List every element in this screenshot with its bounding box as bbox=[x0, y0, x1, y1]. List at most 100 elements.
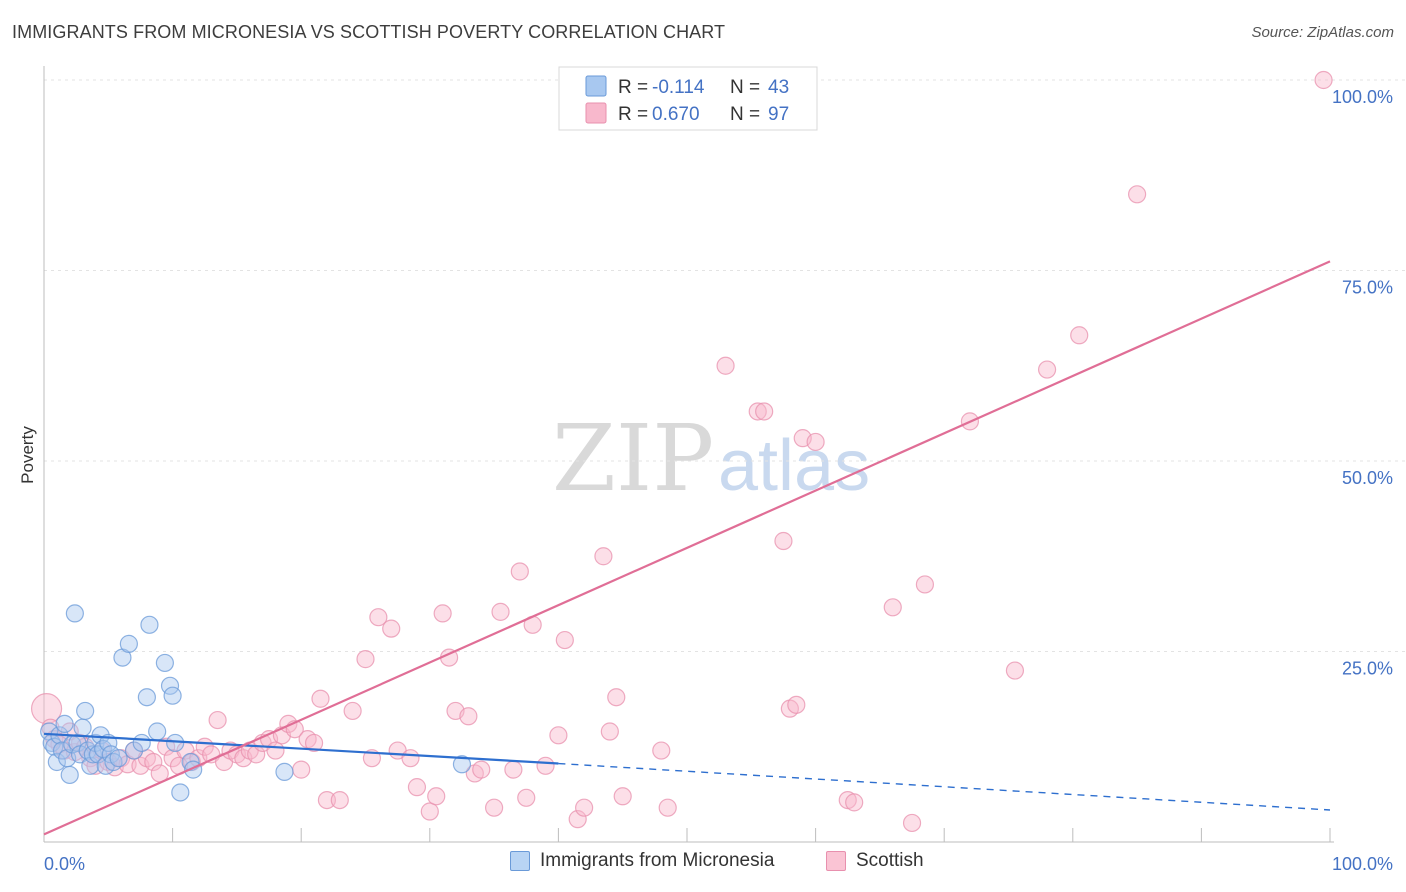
scottish-point-73 bbox=[568, 810, 587, 829]
scottish-point-68 bbox=[517, 788, 536, 807]
scottish-point-38 bbox=[266, 741, 285, 760]
scottish-point-51 bbox=[369, 608, 388, 627]
scottish-point-67 bbox=[510, 562, 529, 581]
micronesia-point-28 bbox=[119, 634, 138, 653]
x-tick-label-max: 100.0% bbox=[1332, 854, 1393, 874]
scottish-point-70 bbox=[536, 756, 555, 775]
bottom-legend-swatch-scottish bbox=[826, 851, 846, 871]
scottish-point-54 bbox=[401, 749, 420, 768]
bottom-legend: Immigrants from Micronesia Scottish bbox=[0, 850, 1406, 880]
legend-n-label-micronesia: N = bbox=[730, 77, 760, 98]
scottish-point-79 bbox=[652, 741, 671, 760]
micronesia-point-3 bbox=[47, 752, 66, 772]
scottish-point-44 bbox=[304, 733, 324, 753]
scottish-point-21 bbox=[157, 737, 176, 756]
scottish-point-81 bbox=[716, 356, 735, 375]
y-tick-label-100: 100.0% bbox=[1332, 87, 1393, 107]
micronesia-point-38 bbox=[171, 783, 190, 802]
scottish-point-98 bbox=[1127, 185, 1147, 204]
micronesia-point-36 bbox=[163, 686, 182, 705]
scottish-point-78 bbox=[613, 787, 632, 806]
y-tick-label-50: 50.0% bbox=[1342, 468, 1393, 488]
micronesia-point-33 bbox=[148, 722, 167, 741]
micronesia-point-10 bbox=[65, 604, 84, 623]
scottish-point-29 bbox=[208, 710, 227, 730]
scottish-point-76 bbox=[600, 722, 619, 741]
scottish-point-99 bbox=[1314, 70, 1333, 90]
scottish-point-91 bbox=[883, 598, 902, 617]
scottish-point-52 bbox=[382, 619, 401, 638]
scottish-point-49 bbox=[356, 650, 375, 669]
chart-title: IMMIGRANTS FROM MICRONESIA VS SCOTTISH P… bbox=[12, 22, 726, 42]
scottish-point-72 bbox=[555, 630, 574, 650]
scottish-point-57 bbox=[427, 787, 446, 806]
x-tick-labels: 0.0% 100.0% bbox=[44, 854, 1393, 874]
legend-n-value-scottish: 97 bbox=[768, 104, 789, 125]
scottish-point-65 bbox=[491, 602, 510, 621]
legend-n-label-scottish: N = bbox=[730, 104, 760, 125]
legend-n-value-micronesia: 43 bbox=[768, 77, 789, 98]
bottom-legend-label-scottish: Scottish bbox=[856, 850, 924, 871]
micronesia-point-17 bbox=[83, 745, 102, 764]
micronesia-point-32 bbox=[140, 615, 159, 634]
bottom-legend-item-micronesia: Immigrants from Micronesia bbox=[510, 850, 774, 872]
legend-swatch-scottish bbox=[585, 102, 607, 124]
scottish-point-82 bbox=[748, 402, 767, 421]
axes bbox=[43, 66, 1334, 843]
trend-line-scottish bbox=[43, 260, 1331, 836]
series-micronesia-points bbox=[40, 604, 472, 802]
legend-r-value-scottish: 0.670 bbox=[652, 104, 700, 125]
micronesia-point-37 bbox=[166, 733, 185, 753]
y-tick-labels: 25.0% 50.0% 75.0% 100.0% bbox=[1332, 87, 1393, 679]
chart-source: Source: ZipAtlas.com bbox=[1251, 24, 1394, 41]
legend-r-label-scottish: R = bbox=[618, 104, 648, 125]
legend-swatch-micronesia bbox=[585, 75, 607, 97]
scottish-point-93 bbox=[915, 575, 935, 594]
scottish-point-80 bbox=[658, 798, 677, 817]
bottom-legend-swatch-micronesia bbox=[510, 851, 530, 871]
trend-lines bbox=[43, 260, 1331, 836]
scottish-point-86 bbox=[787, 695, 806, 714]
x-tick-label-min: 0.0% bbox=[44, 854, 85, 874]
scottish-point-84 bbox=[774, 531, 793, 551]
legend-r-value-micronesia: -0.114 bbox=[652, 77, 705, 98]
scottish-point-75 bbox=[594, 547, 613, 566]
micronesia-point-31 bbox=[137, 688, 156, 707]
micronesia-point-42 bbox=[452, 755, 472, 774]
y-tick-label-25: 25.0% bbox=[1342, 659, 1393, 679]
scottish-point-55 bbox=[407, 778, 427, 797]
micronesia-point-13 bbox=[73, 718, 92, 737]
legend-r-label-micronesia: R = bbox=[618, 77, 648, 98]
scottish-point-92 bbox=[902, 813, 922, 833]
series-scottish-points bbox=[30, 70, 1333, 833]
scottish-point-47 bbox=[330, 790, 349, 810]
micronesia-point-29 bbox=[124, 741, 144, 760]
micronesia-point-26 bbox=[109, 749, 128, 768]
scottish-point-45 bbox=[311, 689, 330, 708]
micronesia-point-30 bbox=[132, 733, 151, 753]
scottish-point-56 bbox=[420, 802, 439, 821]
scottish-point-42 bbox=[292, 760, 311, 779]
micronesia-point-20 bbox=[91, 726, 110, 745]
scottish-point-63 bbox=[472, 760, 491, 779]
micronesia-point-34 bbox=[155, 653, 174, 673]
micronesia-point-41 bbox=[275, 762, 294, 781]
bottom-legend-label-micronesia: Immigrants from Micronesia bbox=[540, 850, 775, 871]
scottish-point-88 bbox=[806, 432, 825, 452]
scottish-point-71 bbox=[549, 726, 568, 745]
micronesia-point-6 bbox=[55, 714, 74, 733]
micronesia-point-14 bbox=[76, 701, 95, 721]
scottish-point-66 bbox=[504, 760, 523, 779]
scottish-point-46 bbox=[317, 790, 337, 810]
scottish-point-77 bbox=[607, 688, 626, 707]
y-tick-label-75: 75.0% bbox=[1342, 278, 1393, 298]
scottish-point-97 bbox=[1070, 326, 1089, 345]
scottish-point-48 bbox=[343, 701, 362, 721]
scottish-point-61 bbox=[459, 707, 478, 726]
scottish-point-19 bbox=[144, 752, 163, 772]
scottish-point-95 bbox=[1005, 661, 1025, 680]
scottish-point-90 bbox=[845, 793, 864, 812]
scottish-point-64 bbox=[485, 798, 504, 817]
watermark-zip: ZIP bbox=[552, 405, 714, 512]
